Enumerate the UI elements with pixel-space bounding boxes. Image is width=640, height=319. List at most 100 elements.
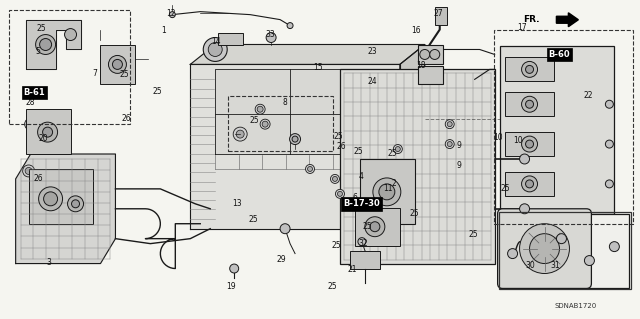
Bar: [340, 70, 495, 263]
Circle shape: [508, 249, 518, 259]
Text: 33: 33: [266, 31, 275, 40]
Text: 5: 5: [35, 47, 40, 56]
Circle shape: [113, 59, 122, 70]
Text: SDNAB1720: SDNAB1720: [554, 303, 596, 309]
Bar: [493, 30, 634, 224]
Text: 8: 8: [282, 98, 287, 107]
Text: 25: 25: [119, 70, 129, 79]
Text: 18: 18: [416, 61, 426, 70]
Circle shape: [420, 49, 430, 59]
Circle shape: [287, 23, 293, 29]
Circle shape: [525, 65, 534, 73]
Text: B-61: B-61: [24, 88, 45, 97]
Circle shape: [43, 127, 52, 137]
Circle shape: [520, 154, 529, 164]
Text: 16: 16: [411, 26, 420, 35]
Bar: [100, 45, 136, 84]
Bar: [355, 208, 400, 246]
Circle shape: [525, 100, 534, 108]
Text: 11: 11: [383, 184, 393, 193]
Text: 25: 25: [332, 241, 341, 250]
Text: 26: 26: [336, 142, 346, 151]
Bar: [29, 169, 93, 224]
Circle shape: [208, 42, 222, 56]
Bar: [418, 45, 443, 64]
Text: 31: 31: [550, 261, 560, 271]
Circle shape: [308, 167, 312, 171]
Circle shape: [266, 33, 276, 42]
Circle shape: [605, 100, 613, 108]
Text: 21: 21: [347, 264, 356, 274]
Polygon shape: [190, 45, 425, 64]
Text: 14: 14: [211, 38, 221, 47]
FancyArrow shape: [556, 13, 579, 27]
Text: 25: 25: [410, 209, 419, 218]
Circle shape: [447, 142, 452, 146]
Circle shape: [605, 140, 613, 148]
Circle shape: [557, 234, 566, 244]
Circle shape: [605, 180, 613, 188]
Text: 25: 25: [362, 222, 372, 231]
Circle shape: [44, 192, 58, 206]
Text: 25: 25: [153, 87, 163, 96]
Circle shape: [233, 127, 247, 141]
Circle shape: [520, 204, 529, 214]
Text: 25: 25: [36, 24, 45, 33]
Circle shape: [584, 256, 595, 265]
Text: 25: 25: [500, 184, 510, 193]
Circle shape: [365, 217, 385, 237]
Polygon shape: [26, 19, 81, 70]
Circle shape: [305, 165, 314, 174]
Text: 25: 25: [468, 230, 478, 239]
Text: 10: 10: [513, 136, 523, 145]
Circle shape: [358, 238, 366, 246]
Circle shape: [525, 180, 534, 188]
Circle shape: [25, 118, 36, 130]
Text: FR.: FR.: [523, 15, 540, 24]
Circle shape: [379, 184, 395, 200]
Text: 15: 15: [313, 63, 323, 72]
Circle shape: [236, 130, 244, 138]
Text: 32: 32: [358, 239, 367, 248]
Bar: [504, 132, 554, 156]
Text: 26: 26: [122, 114, 131, 123]
Text: 13: 13: [232, 199, 242, 208]
Circle shape: [27, 121, 34, 128]
Text: 22: 22: [584, 92, 593, 100]
Text: 4: 4: [359, 173, 364, 182]
Text: 17: 17: [518, 23, 527, 32]
Circle shape: [22, 165, 35, 177]
Circle shape: [260, 119, 270, 129]
Bar: [504, 172, 554, 196]
Text: B-17-30: B-17-30: [343, 199, 380, 208]
Text: 28: 28: [26, 98, 35, 107]
Text: 20: 20: [38, 134, 48, 143]
Text: 3: 3: [46, 258, 51, 267]
Text: 23: 23: [367, 47, 377, 56]
Bar: [9, 10, 131, 124]
Circle shape: [373, 178, 401, 206]
Circle shape: [522, 62, 538, 78]
Bar: [499, 212, 631, 289]
Text: 25: 25: [250, 116, 259, 125]
Circle shape: [230, 264, 239, 273]
Circle shape: [430, 49, 440, 59]
Text: 26: 26: [33, 174, 43, 183]
Circle shape: [65, 29, 77, 41]
Bar: [500, 47, 614, 214]
Text: 30: 30: [526, 261, 536, 271]
Text: 7: 7: [93, 69, 98, 78]
Bar: [228, 96, 333, 151]
Text: 12: 12: [166, 9, 176, 18]
Text: 1: 1: [161, 26, 166, 35]
Circle shape: [257, 106, 263, 112]
Text: 24: 24: [367, 77, 377, 86]
Circle shape: [38, 122, 58, 142]
Bar: [504, 92, 554, 116]
Bar: [418, 66, 443, 84]
Circle shape: [445, 140, 454, 149]
Text: 27: 27: [433, 9, 443, 18]
Circle shape: [522, 176, 538, 192]
Bar: [218, 33, 243, 45]
Circle shape: [262, 121, 268, 127]
